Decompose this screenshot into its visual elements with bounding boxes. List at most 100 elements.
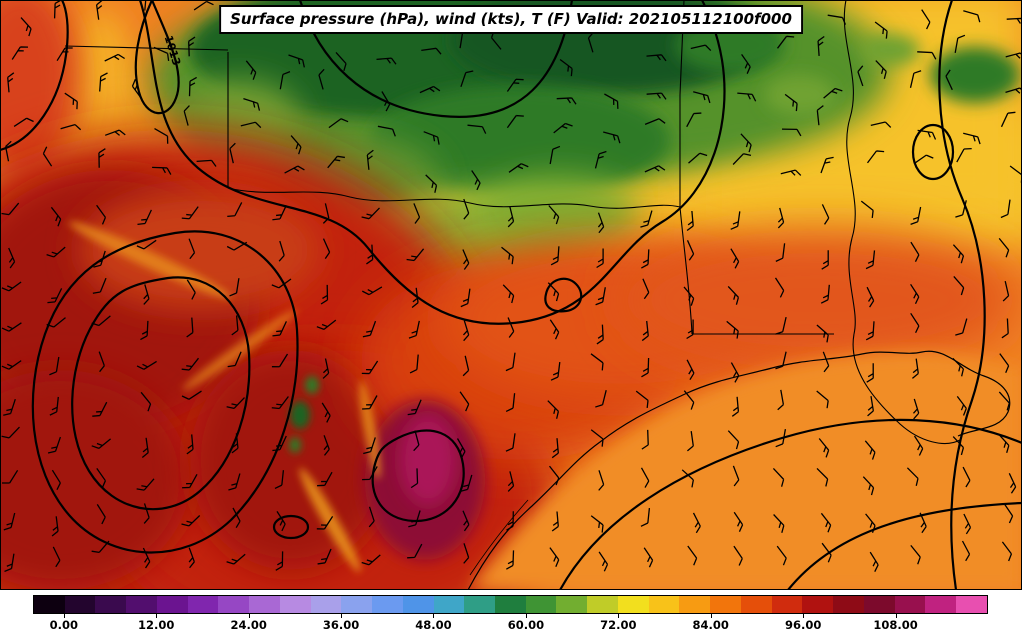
wind-barb (501, 246, 514, 265)
wind-barb (96, 204, 107, 225)
colorbar-segment (464, 596, 496, 613)
wind-barb (910, 283, 920, 305)
wind-barb (775, 428, 787, 448)
wind-barb (502, 284, 515, 304)
wind-barb (686, 240, 695, 261)
wind-barb (598, 470, 605, 491)
wind-barb (595, 287, 606, 306)
wind-barb (460, 288, 471, 308)
wind-barb (1000, 199, 1011, 219)
wind-barb (644, 165, 666, 173)
wind-barb (318, 68, 325, 90)
wind-barb (683, 286, 695, 306)
wind-barb (727, 285, 740, 305)
wind-barb (693, 91, 711, 104)
wind-barb (954, 34, 966, 54)
wind-barb (328, 118, 349, 129)
wind-barb (681, 469, 694, 488)
colorbar-segment (740, 596, 772, 613)
colorbar-tick-mark (248, 614, 250, 618)
wind-barb (471, 170, 481, 191)
wind-barb (688, 152, 708, 164)
colorbar-tick-label: 0.00 (49, 618, 78, 632)
colorbar-tick-label: 36.00 (322, 618, 360, 632)
map-canvas (0, 0, 1022, 590)
wind-barb (737, 92, 757, 102)
wind-barb (366, 149, 374, 170)
wind-barb (408, 320, 420, 339)
map-area: Surface pressure (hPa), wind (kts), T (F… (0, 0, 1022, 590)
wind-barb (910, 312, 920, 334)
wind-barb (104, 53, 125, 62)
wind-barb (188, 238, 196, 260)
wind-barb (136, 478, 155, 491)
wind-barb (361, 360, 379, 375)
wind-barb (231, 315, 239, 336)
wind-barb (641, 357, 650, 378)
colorbar-segment (495, 596, 526, 613)
wind-barb (321, 402, 331, 423)
wind-barb (141, 437, 149, 459)
wind-barb (1000, 111, 1016, 128)
wind-barb (998, 237, 1010, 258)
wind-barb (641, 249, 650, 269)
colorbar-segment (525, 596, 557, 613)
wind-barb (635, 390, 649, 408)
wind-barb (467, 124, 487, 134)
wind-barb (153, 46, 170, 62)
wind-barb (143, 503, 150, 524)
colorbar-tick-mark (341, 614, 343, 618)
wind-barb (730, 211, 741, 230)
wind-barb (91, 315, 111, 327)
wind-barb (784, 93, 798, 112)
wind-barb (245, 60, 257, 80)
wind-barb (463, 543, 470, 564)
colorbar-segment (310, 596, 342, 613)
colorbar-segment (402, 596, 434, 613)
wind-barb (413, 203, 421, 224)
wind-barb (226, 241, 248, 251)
wind-barb (408, 510, 421, 528)
colorbar-tick-mark (618, 614, 620, 618)
colorbar-segment (187, 596, 219, 613)
wind-barb (275, 551, 284, 571)
wind-barb (368, 506, 375, 528)
colorbar-tick-mark (156, 614, 158, 618)
wind-barb (730, 248, 740, 269)
wind-barb (998, 391, 1010, 411)
wind-barb (193, 0, 214, 11)
wind-barb (271, 353, 289, 368)
wind-barb (188, 547, 195, 569)
wind-barb (548, 205, 560, 225)
wind-barb (459, 391, 470, 412)
wind-barb (860, 200, 874, 218)
wind-barb (279, 71, 291, 90)
wind-barb (595, 390, 607, 408)
wind-barb (226, 553, 246, 565)
wind-barb (741, 54, 751, 74)
wind-barb (271, 396, 289, 410)
wind-barb (952, 357, 965, 377)
wind-barb (506, 78, 524, 92)
wind-barb (733, 511, 744, 532)
wind-barb (865, 250, 876, 270)
colorbar-tick-label: 72.00 (600, 618, 637, 632)
wind-barb (821, 250, 829, 270)
colorbar-segment (95, 596, 127, 613)
wind-barb (775, 316, 787, 335)
colorbar-segment (894, 596, 926, 613)
wind-barb (240, 121, 262, 129)
wind-barb (549, 319, 560, 340)
state-borders (64, 0, 961, 444)
wind-barb (867, 395, 874, 417)
wind-barb (594, 150, 607, 169)
wind-barb (866, 363, 874, 383)
wind-barb (772, 467, 785, 487)
wind-barb (506, 511, 514, 531)
wind-barb (820, 512, 832, 533)
wind-barb (910, 544, 921, 565)
wind-barb (136, 239, 157, 250)
wind-barb (322, 358, 330, 379)
wind-barb (551, 438, 559, 459)
wind-barb (361, 286, 383, 296)
